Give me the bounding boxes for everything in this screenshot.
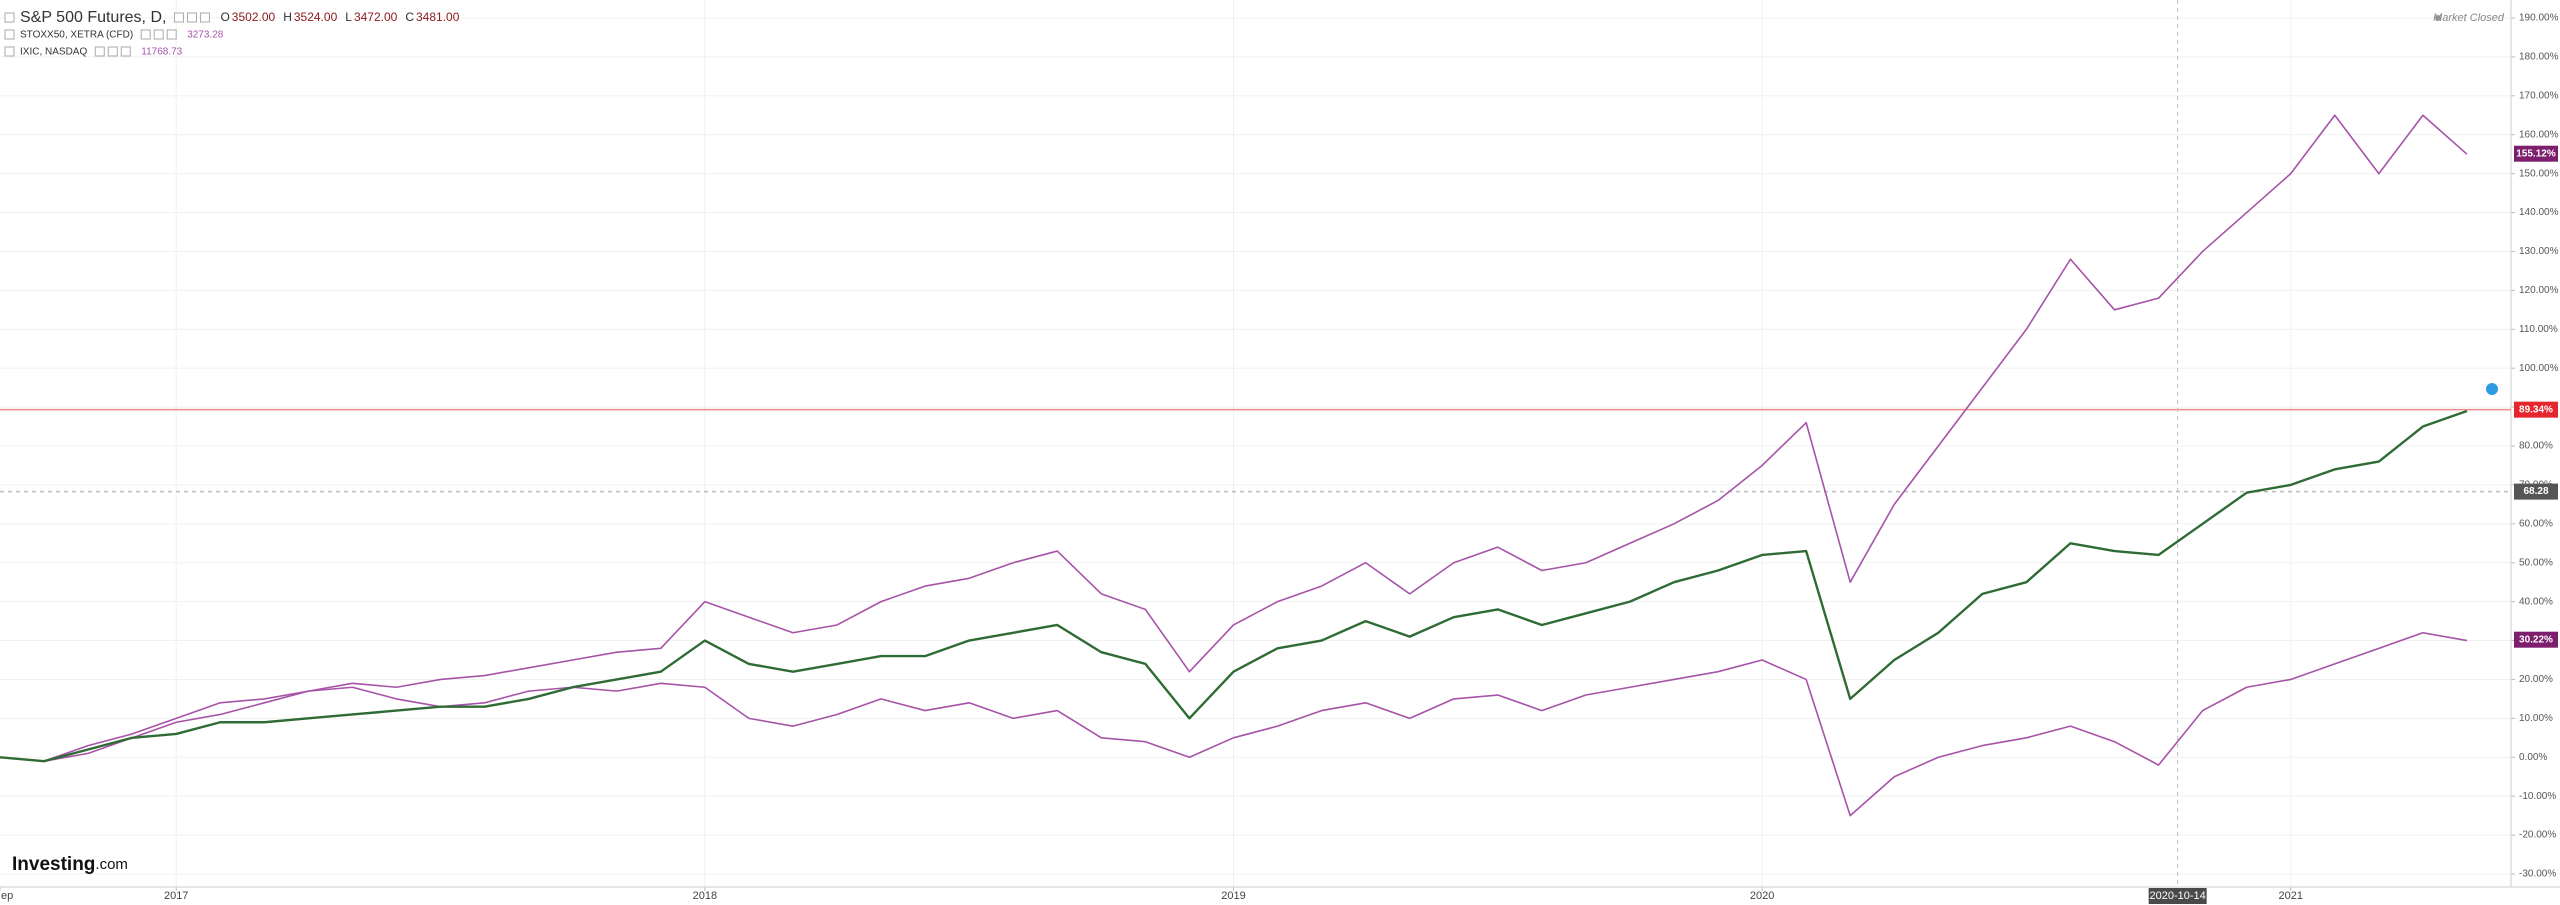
crosshair-label: 2020-10-14 xyxy=(2150,890,2206,902)
y-tick-label: 170.00% xyxy=(2519,90,2559,101)
ohlc-key: C xyxy=(405,10,414,24)
overlay-layer: -30.00% -20.00% -10.00% 0.00% 10.00% 20.00% 30… xyxy=(1,9,2559,904)
watermark: Investing.com xyxy=(12,854,128,875)
y-tick-label: 50.00% xyxy=(2519,557,2553,568)
marker-label: 30.22% xyxy=(2519,634,2553,645)
legend-toggle xyxy=(4,29,15,40)
marker-label: 68.28 xyxy=(2523,486,2548,497)
marker-badge xyxy=(2514,631,2558,648)
legend-button[interactable] xyxy=(199,12,210,23)
y-tick-label: 160.00% xyxy=(2519,129,2559,140)
y-tick-label: 80.00% xyxy=(2519,441,2553,452)
legend-button[interactable] xyxy=(186,12,197,23)
y-tick-label: 10.00% xyxy=(2519,713,2553,724)
y-tick-label: 190.00% xyxy=(2519,13,2559,24)
grid-layer xyxy=(0,0,2515,891)
x-tick-label: 2019 xyxy=(1221,890,1245,902)
series-line xyxy=(0,114,2468,762)
status-dot xyxy=(2435,15,2441,21)
ohlc-value: 3472.00 xyxy=(354,10,398,24)
market-status: Market Closed xyxy=(2433,12,2505,24)
x-tick-label: 2020 xyxy=(1750,890,1774,902)
y-tick-label: 20.00% xyxy=(2519,674,2553,685)
ohlc-key: O xyxy=(220,10,229,24)
watermark-suffix: .com xyxy=(95,856,128,873)
ohlc-value: 3481.00 xyxy=(416,10,460,24)
series-line xyxy=(0,631,2468,817)
y-tick-label: -10.00% xyxy=(2519,791,2556,802)
legend-button[interactable] xyxy=(173,12,184,23)
y-tick-label: -20.00% xyxy=(2519,830,2556,841)
legend-toggle xyxy=(4,12,15,23)
legend-button[interactable] xyxy=(94,46,105,57)
legend-last: 3273.28 xyxy=(187,30,224,41)
series-layer xyxy=(0,114,2468,817)
legend-button[interactable] xyxy=(107,46,118,57)
y-tick-label: 110.00% xyxy=(2519,324,2558,335)
series-line xyxy=(0,409,2468,763)
crosshair-badge xyxy=(2148,888,2207,904)
y-tick-label: 0.00% xyxy=(2519,752,2547,763)
y-tick-label: 140.00% xyxy=(2519,207,2559,218)
marker-badge xyxy=(2514,483,2558,500)
ohlc-value: 3502.00 xyxy=(232,10,276,24)
y-tick-label: 150.00% xyxy=(2519,168,2559,179)
y-tick-label: 180.00% xyxy=(2519,52,2559,63)
ohlc-key: L xyxy=(345,10,352,24)
y-tick-label: -30.00% xyxy=(2519,869,2556,880)
legend-name: STOXX50, XETRA (CFD) xyxy=(20,30,133,41)
legend-button[interactable] xyxy=(140,29,151,40)
marker-label: 155.12% xyxy=(2516,148,2556,159)
ohlc-value: 3524.00 xyxy=(294,10,338,24)
y-tick-label: 120.00% xyxy=(2519,285,2559,296)
y-tick-label: 100.00% xyxy=(2519,363,2559,374)
legend-button[interactable] xyxy=(166,29,177,40)
legend-button[interactable] xyxy=(153,29,164,40)
marker-badge xyxy=(2514,145,2558,162)
x-tick-label: 2017 xyxy=(164,890,188,902)
legend-toggle xyxy=(4,46,15,57)
y-tick-label: 40.00% xyxy=(2519,596,2553,607)
y-tick-label: 130.00% xyxy=(2519,246,2559,257)
marker-label: 89.34% xyxy=(2519,404,2553,415)
y-tick-label: 60.00% xyxy=(2519,518,2553,529)
legend-name: S&P 500 Futures, D, xyxy=(20,9,166,26)
marker-badge xyxy=(2514,401,2558,418)
legend-last: 11768.73 xyxy=(141,47,182,58)
x-tick-label: ep xyxy=(1,890,13,902)
ohlc-key: H xyxy=(283,10,292,24)
event-icon[interactable] xyxy=(2484,381,2500,397)
legend-name: IXIC, NASDAQ xyxy=(20,47,87,58)
x-tick-label: 2018 xyxy=(693,890,717,902)
watermark-name: Investing xyxy=(12,854,95,875)
legend-button[interactable] xyxy=(120,46,131,57)
x-tick-label: 2021 xyxy=(2278,890,2302,902)
